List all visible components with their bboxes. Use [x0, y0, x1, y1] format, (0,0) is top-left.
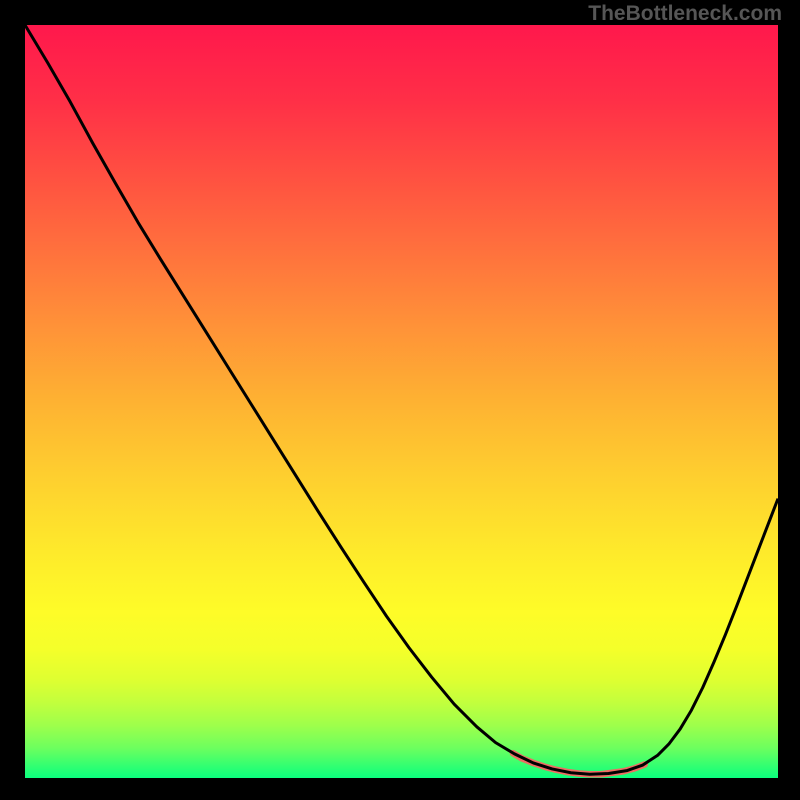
bottleneck-chart: [0, 0, 800, 800]
watermark-text: TheBottleneck.com: [588, 2, 782, 26]
gradient-area: [25, 25, 778, 778]
